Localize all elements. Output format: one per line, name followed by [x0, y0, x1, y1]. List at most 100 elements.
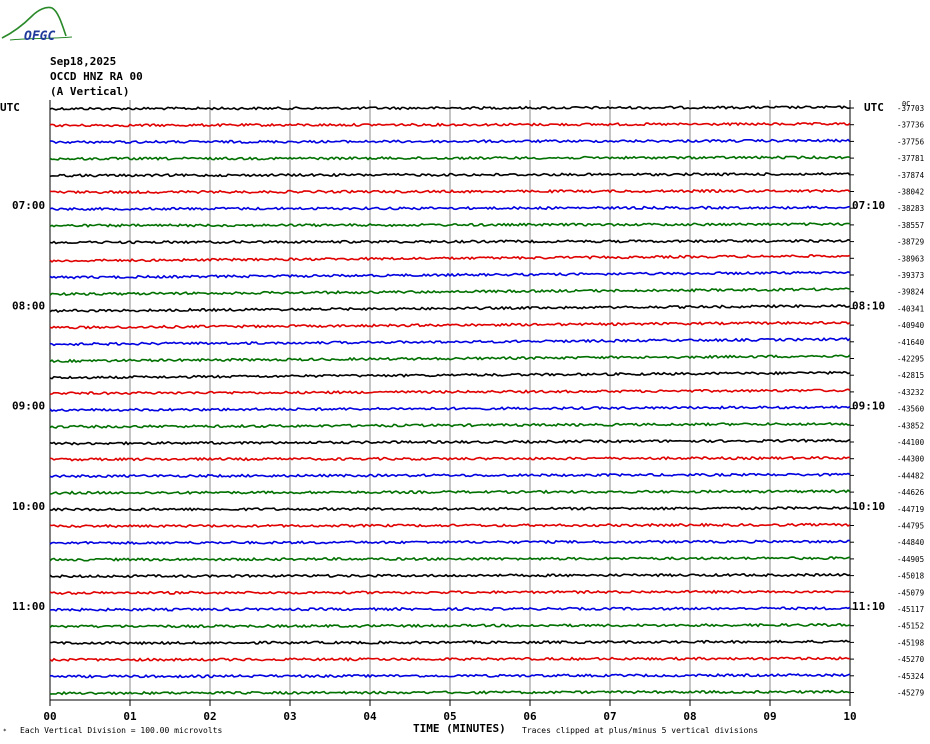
trace-line-1	[49, 105, 851, 111]
right-utc-label: UTC	[864, 101, 884, 114]
trace-offset-label: -38042	[897, 188, 924, 197]
x-tick-label-02: 02	[203, 710, 216, 723]
trace-offset-label: -45018	[897, 572, 925, 581]
x-tick-label-01: 01	[123, 710, 137, 723]
ofgc-logo: OFGC	[1, 6, 73, 44]
trace-offset-label: -40341	[897, 304, 924, 313]
trace-offset-label: -43232	[897, 388, 924, 397]
trace-line-10	[49, 253, 851, 263]
trace-line-4	[49, 155, 851, 161]
left-hour-label: 09:00	[12, 400, 45, 413]
left-hour-label: 08:00	[12, 299, 45, 312]
trace-offset-label: -43852	[897, 421, 924, 430]
trace-offset-label: -45279	[897, 689, 924, 698]
trace-line-14	[49, 320, 851, 330]
left-utc-label: UTC	[0, 101, 20, 114]
trace-offset-label: -44795	[897, 522, 924, 531]
trace-offset-label: -45324	[897, 672, 925, 681]
x-tick-label-07: 07	[603, 710, 616, 723]
x-tick-label-05: 05	[443, 710, 456, 723]
right-hour-label: 07:10	[852, 199, 885, 212]
x-tick-label-08: 08	[683, 710, 696, 723]
left-hour-label: 10:00	[12, 500, 45, 513]
minute-grid	[49, 100, 851, 700]
trace-line-12	[49, 287, 851, 296]
trace-offset-label: -43560	[897, 405, 925, 414]
trace-line-28	[49, 556, 851, 562]
right-hour-label: 10:10	[852, 500, 885, 513]
trace-offset-label: -45152	[897, 622, 924, 631]
trace-line-30	[49, 589, 851, 596]
trace-line-16	[49, 354, 851, 364]
trace-line-9	[49, 238, 851, 245]
trace-line-2	[49, 121, 851, 128]
trace-line-25	[50, 506, 851, 512]
trace-line-18	[49, 388, 851, 396]
trace-offset-label: -44905	[897, 555, 924, 564]
trace-offset-label: -42295	[897, 355, 924, 364]
header-station: OCCD HNZ RA 00	[50, 70, 143, 83]
trace-line-11	[49, 270, 851, 280]
x-axis-title: TIME (MINUTES)	[413, 722, 506, 735]
trace-line-22	[49, 455, 850, 462]
trace-offset-label: -41640	[897, 338, 925, 347]
trace-line-6	[49, 188, 851, 195]
trace-line-5	[49, 171, 851, 178]
trace-line-27	[49, 539, 851, 545]
top-right-marker: 0C	[902, 100, 910, 108]
trace-offset-label: -44100	[897, 438, 925, 447]
trace-line-3	[49, 138, 851, 145]
trace-offset-label: -38283	[897, 204, 924, 213]
trace-offset-label: -45117	[897, 605, 924, 614]
right-hour-label: 08:10	[852, 299, 885, 312]
footer-clip-note: Traces clipped at plus/minus 5 vertical …	[522, 726, 758, 735]
logo-text: OFGC	[24, 29, 55, 44]
x-tick-label-04: 04	[363, 710, 377, 723]
footer-division-note: Each Vertical Division = 100.00 microvol…	[20, 726, 222, 735]
x-tick-label-09: 09	[763, 710, 776, 723]
trace-offset-label: -45079	[897, 588, 924, 597]
x-tick-label-10: 10	[843, 710, 856, 723]
left-hour-label: 11:00	[12, 600, 45, 613]
trace-line-21	[49, 438, 851, 446]
trace-offset-label: -44719	[897, 505, 924, 514]
trace-line-35	[49, 673, 851, 679]
trace-line-33	[49, 639, 851, 646]
trace-offset-label: -40940	[897, 321, 925, 330]
trace-line-34	[49, 656, 851, 662]
trace-line-32	[49, 622, 851, 629]
right-hour-label: 09:10	[852, 400, 885, 413]
trace-offset-label: -44482	[897, 471, 924, 480]
trace-line-20	[49, 421, 851, 429]
trace-offset-label: -42815	[897, 371, 924, 380]
trace-line-17	[49, 370, 851, 380]
trace-line-8	[49, 222, 851, 228]
trace-offset-label: -37703	[897, 104, 924, 113]
header-component: (A Vertical)	[50, 85, 130, 98]
trace-offset-label: -38557	[897, 221, 924, 230]
trace-offset-label: -37874	[897, 171, 925, 180]
trace-line-15	[49, 337, 851, 347]
trace-line-31	[49, 606, 851, 612]
trace-line-19	[49, 405, 851, 412]
trace-offset-label: -37736	[897, 121, 925, 130]
trace-line-24	[49, 489, 851, 495]
trace-group	[49, 105, 851, 696]
trace-line-26	[49, 522, 851, 529]
trace-offset-label: -39824	[897, 288, 925, 297]
left-hour-label: 07:00	[12, 199, 45, 212]
trace-offset-label: -44626	[897, 488, 925, 497]
trace-offset-label: -44300	[897, 455, 925, 464]
axes-group: 00 01 02 03 04 05 06 07 08 09 10 -37703 -37736 -37756…	[12, 104, 925, 723]
right-hour-label: 11:10	[852, 600, 885, 613]
x-tick-label-00: 00	[43, 710, 56, 723]
trace-offset-label: -38963	[897, 254, 924, 263]
trace-line-36	[49, 689, 851, 696]
trace-line-7	[49, 205, 851, 212]
trace-offset-label: -44840	[897, 538, 925, 547]
trace-offset-label: -45270	[897, 655, 925, 664]
x-tick-label-06: 06	[523, 710, 537, 723]
x-tick-label-03: 03	[283, 710, 296, 723]
